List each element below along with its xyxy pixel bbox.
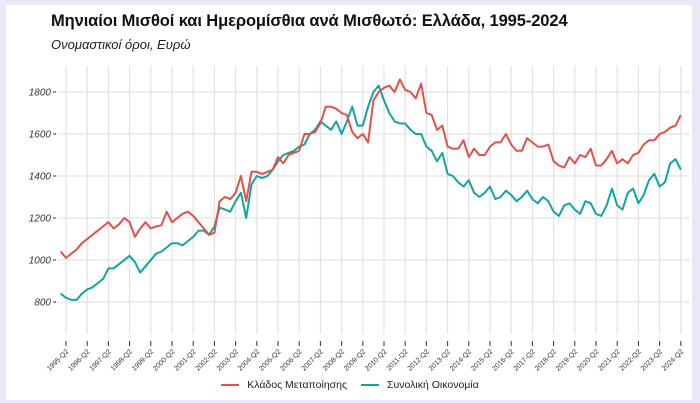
legend-swatch-manufacturing <box>221 383 240 387</box>
y-tick-label: 1400 <box>29 172 52 183</box>
y-tick-label: 1600 <box>29 130 52 141</box>
y-tick-label: 1800 <box>29 88 52 99</box>
x-tick-label: 2002-Q2 <box>195 348 219 372</box>
chart-title: Μηνιαίοι Μισθοί και Ημερομίσθια ανά Μισθ… <box>51 12 568 30</box>
x-tick-label: 2021-Q2 <box>597 348 621 372</box>
x-tick-label: 2020-Q2 <box>576 348 600 372</box>
x-tick-label: 2001-Q2 <box>173 348 197 372</box>
x-tick-label: 2008-Q2 <box>322 348 346 372</box>
x-tick-label: 2007-Q2 <box>301 348 325 372</box>
x-tick-label: 1996-Q2 <box>67 348 91 372</box>
x-tick-label: 2011-Q2 <box>386 348 410 372</box>
x-tick-label: 2010-Q2 <box>364 348 388 372</box>
x-tick-label: 1995-Q2 <box>46 348 70 372</box>
x-tick-label: 2005-Q2 <box>258 348 282 372</box>
x-tick-label: 2003-Q2 <box>216 348 240 372</box>
legend-item-manufacturing: Κλάδος Μεταποίησης <box>221 379 347 391</box>
x-tick-label: 1997-Q2 <box>89 348 113 372</box>
x-tick-label: 2018-Q2 <box>534 348 558 372</box>
x-tick-label: 1999-Q2 <box>131 348 155 372</box>
y-tick-label: 800 <box>34 298 51 309</box>
x-tick-label: 2014-Q2 <box>449 348 473 372</box>
legend-label-total-economy: Συνολική Οικονομία <box>387 379 479 391</box>
x-tick-label: 2019-Q2 <box>555 348 579 372</box>
x-tick-label: 2016-Q2 <box>491 348 515 372</box>
x-tick-label: 1998-Q2 <box>110 348 134 372</box>
x-tick-label: 2017-Q2 <box>513 348 537 372</box>
chart-panel <box>6 5 692 400</box>
x-tick-label: 2000-Q2 <box>152 348 176 372</box>
x-tick-label: 2012-Q2 <box>407 348 431 372</box>
series-line <box>60 84 682 301</box>
chart-subtitle: Ονομαστικοί όροι, Ευρώ <box>51 37 191 52</box>
x-tick-label: 2023-Q2 <box>640 348 664 372</box>
x-tick-label: 2022-Q2 <box>619 348 643 372</box>
legend: Κλάδος Μεταποίησης Συνολική Οικονομία <box>0 379 700 391</box>
x-tick-label: 2015-Q2 <box>470 348 494 372</box>
x-tick-label: 2009-Q2 <box>343 348 367 372</box>
x-tick-label: 2006-Q2 <box>279 348 303 372</box>
y-tick-label: 1000 <box>29 256 52 267</box>
legend-swatch-total-economy <box>361 383 380 387</box>
x-tick-label: 2013-Q2 <box>428 348 452 372</box>
series-line <box>59 78 682 259</box>
legend-item-total-economy: Συνολική Οικονομία <box>361 379 479 391</box>
x-tick-label: 2024-Q2 <box>661 348 685 372</box>
x-tick-label: 2004-Q2 <box>237 348 261 372</box>
legend-label-manufacturing: Κλάδος Μεταποίησης <box>247 379 348 391</box>
y-tick-label: 1200 <box>29 214 52 225</box>
